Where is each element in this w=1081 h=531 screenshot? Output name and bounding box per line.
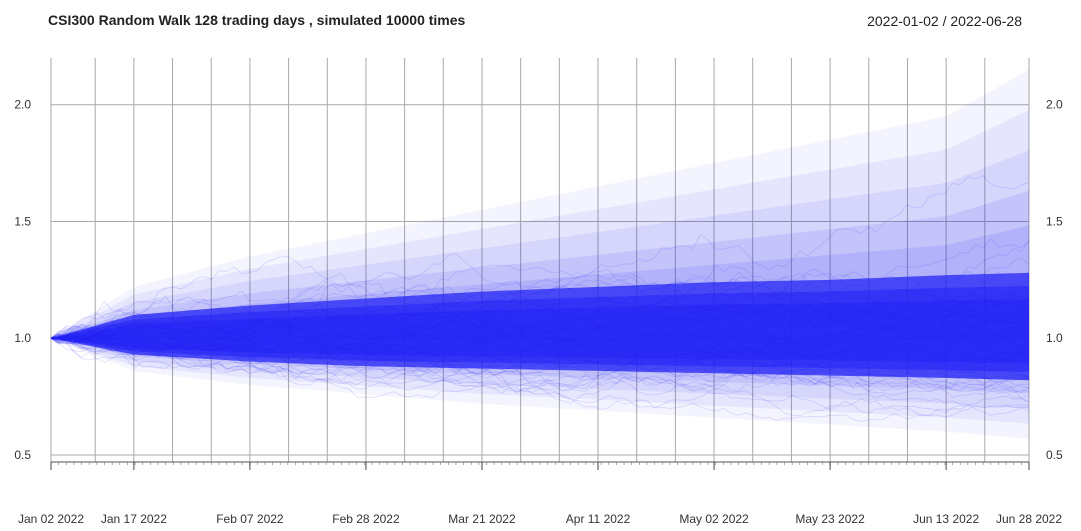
x-tick-label: Jan 02 2022 bbox=[18, 512, 84, 526]
simulation-path bbox=[50, 335, 1030, 386]
simulation-path bbox=[50, 333, 1030, 404]
simulation-path bbox=[50, 255, 1030, 343]
simulation-path bbox=[50, 287, 1030, 343]
simulation-path bbox=[50, 295, 1030, 359]
simulation-path bbox=[50, 334, 1030, 396]
simulation-path bbox=[50, 292, 1030, 342]
simulation-path bbox=[50, 281, 1030, 353]
simulation-path bbox=[50, 307, 1030, 374]
simulation-path bbox=[50, 272, 1030, 339]
simulation-path bbox=[50, 287, 1030, 355]
y-tick-label-right: 0.5 bbox=[1046, 448, 1063, 462]
simulation-path bbox=[50, 304, 1030, 368]
simulation-path bbox=[50, 324, 1030, 377]
axes: Jan 02 2022 Jan 17 2022 Feb 07 2022 Feb 28 … bbox=[14, 98, 1063, 526]
simulation-path bbox=[50, 287, 1030, 346]
simulation-path bbox=[50, 321, 1030, 403]
simulation-path bbox=[51, 316, 1030, 361]
x-tick-label: Feb 28 2022 bbox=[332, 512, 400, 526]
simulation-path bbox=[50, 328, 1030, 369]
simulation-path bbox=[50, 303, 1030, 381]
x-tick-label: Jun 13 2022 bbox=[913, 512, 979, 526]
simulation-path bbox=[50, 288, 1030, 350]
simulation-path bbox=[50, 271, 1030, 344]
x-tick-label: Feb 07 2022 bbox=[216, 512, 284, 526]
simulation-path bbox=[50, 271, 1030, 344]
simulation-path bbox=[50, 287, 1030, 339]
y-tick-label-right: 1.0 bbox=[1046, 331, 1063, 345]
simulation-path bbox=[50, 319, 1030, 399]
simulation-path bbox=[50, 332, 1030, 414]
simulation-path bbox=[50, 292, 1030, 353]
x-tick-label: May 23 2022 bbox=[795, 512, 865, 526]
y-tick-label-left: 1.0 bbox=[14, 331, 31, 345]
simulation-path bbox=[50, 309, 1030, 372]
simulation-path bbox=[50, 274, 1030, 350]
simulation-core-band bbox=[51, 299, 1029, 364]
simulation-path bbox=[50, 319, 1030, 378]
simulation-path bbox=[50, 307, 1030, 361]
y-tick-label-left: 1.5 bbox=[14, 214, 31, 228]
simulation-path bbox=[50, 237, 1030, 345]
x-tick-label: May 02 2022 bbox=[679, 512, 749, 526]
date-range: 2022-01-02 / 2022-06-28 bbox=[867, 13, 1022, 29]
simulation-path bbox=[50, 294, 1030, 357]
simulation-path bbox=[50, 337, 1030, 393]
simulation-path bbox=[50, 318, 1030, 374]
simulation-paths bbox=[50, 174, 1030, 423]
simulation-path bbox=[50, 332, 1030, 388]
y-tick-label-left: 0.5 bbox=[14, 448, 31, 462]
simulation-path bbox=[50, 290, 1030, 353]
simulation-path bbox=[50, 328, 1030, 423]
x-tick-label: Jun 28 2022 bbox=[996, 512, 1062, 526]
simulation-path bbox=[50, 321, 1030, 381]
x-tick-label: Apr 11 2022 bbox=[566, 512, 631, 526]
y-tick-label-right: 1.5 bbox=[1046, 214, 1063, 228]
simulation-path bbox=[50, 333, 1030, 380]
simulation-path bbox=[50, 325, 1030, 370]
simulation-path bbox=[50, 308, 1030, 364]
simulation-path bbox=[50, 268, 1030, 343]
simulation-path bbox=[50, 335, 1030, 416]
simulation-path bbox=[50, 318, 1030, 367]
simulation-path bbox=[50, 298, 1030, 340]
simulation-path bbox=[50, 315, 1030, 391]
x-tick-label: Jan 17 2022 bbox=[101, 512, 167, 526]
simulation-path bbox=[50, 337, 1030, 390]
chart-title: CSI300 Random Walk 128 trading days , si… bbox=[48, 12, 466, 28]
simulation-path bbox=[50, 335, 1030, 388]
y-tick-label-left: 2.0 bbox=[14, 98, 31, 112]
simulation-path bbox=[50, 291, 1030, 356]
y-tick-label-right: 2.0 bbox=[1046, 98, 1063, 112]
simulation-path bbox=[50, 240, 1030, 369]
simulation-bands bbox=[51, 69, 1029, 439]
simulation-path bbox=[50, 307, 1030, 392]
simulation-path bbox=[50, 325, 1030, 358]
simulation-path bbox=[50, 321, 1030, 386]
x-tick-label: Mar 21 2022 bbox=[448, 512, 516, 526]
simulation-path bbox=[50, 332, 1030, 361]
simulation-path bbox=[50, 325, 1030, 376]
simulation-path bbox=[50, 290, 1030, 355]
simulation-path bbox=[50, 323, 1030, 418]
simulation-path bbox=[50, 257, 1030, 350]
simulation-path bbox=[50, 288, 1030, 349]
simulation-path bbox=[50, 174, 1030, 360]
simulation-path bbox=[50, 307, 1030, 345]
